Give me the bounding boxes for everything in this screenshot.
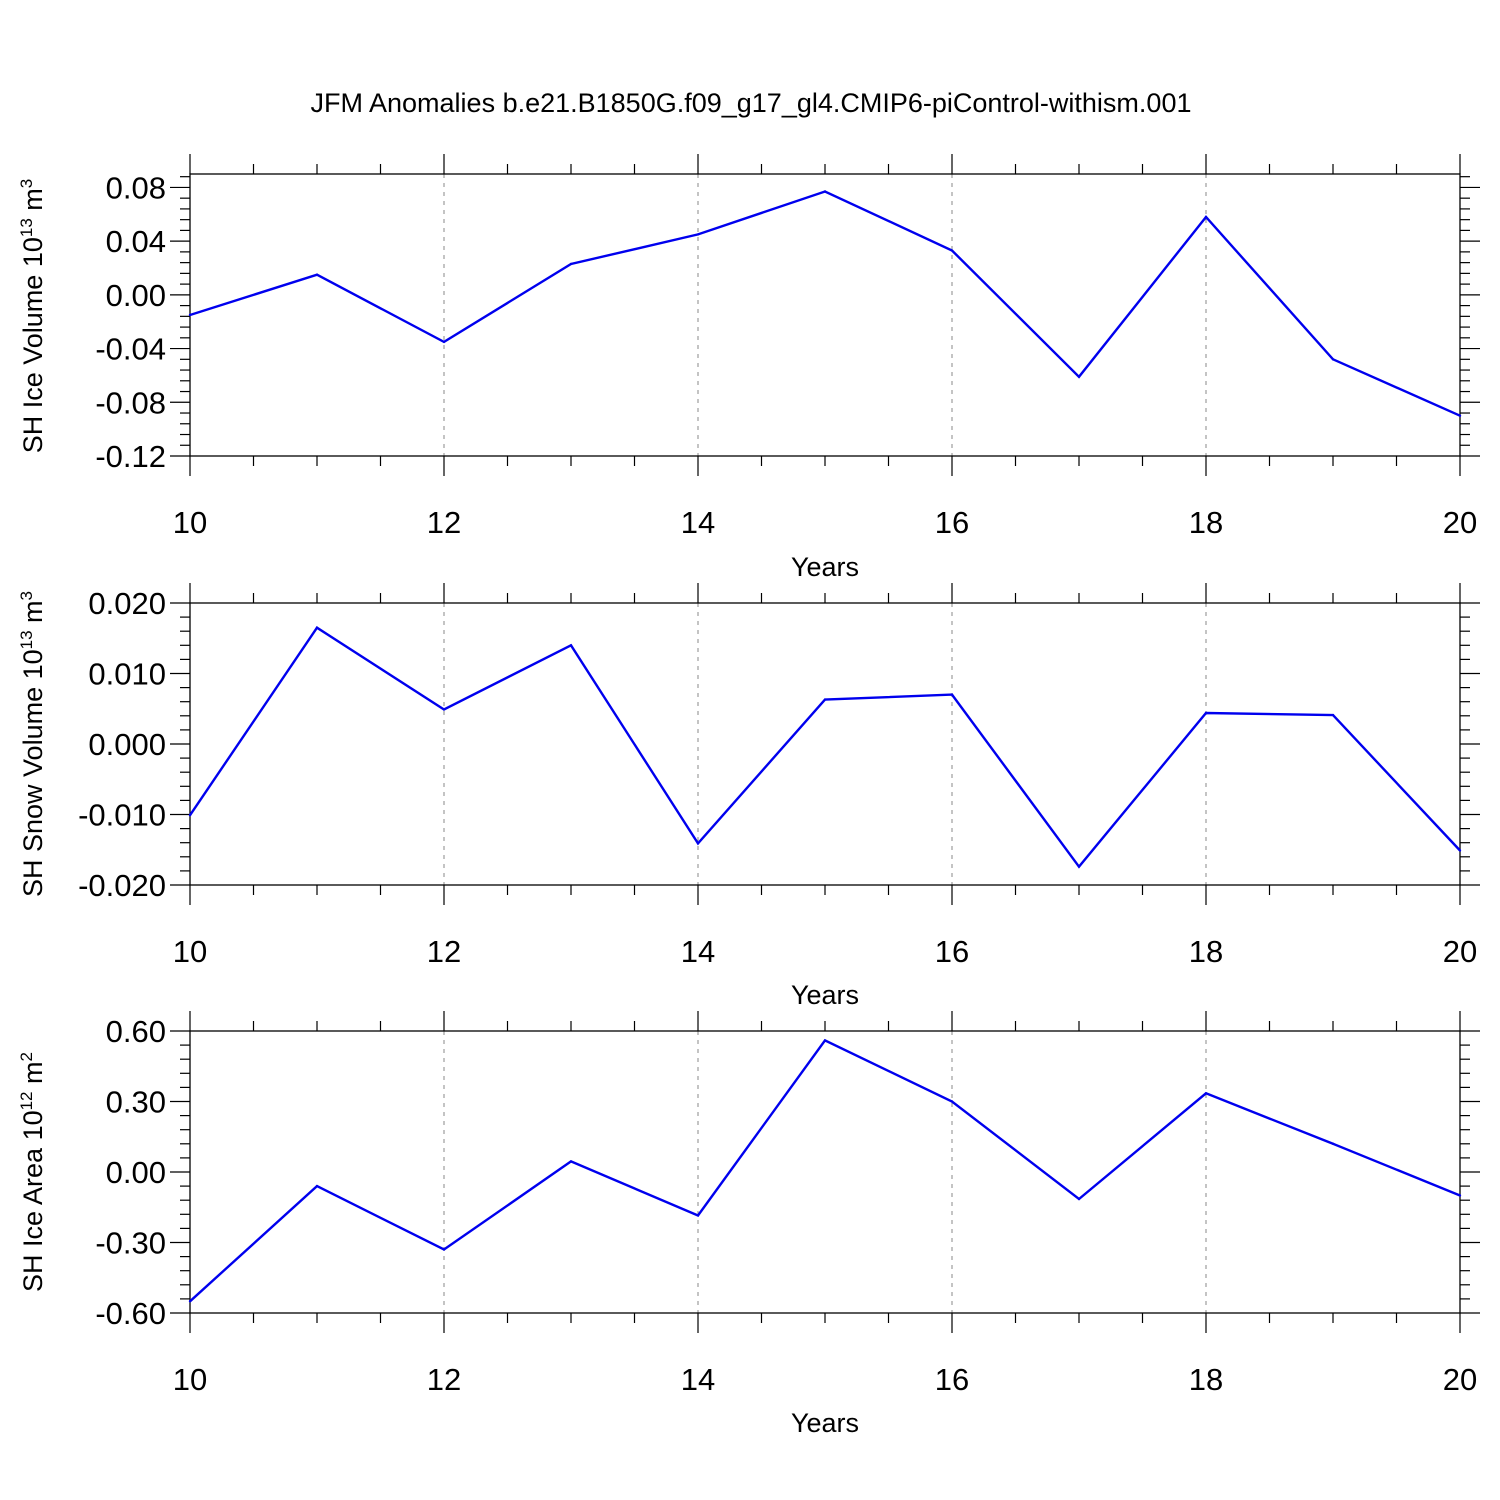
data-point [569,262,573,266]
x-tick-label: 18 [1189,934,1223,969]
x-tick-label: 20 [1443,505,1477,540]
x-tick-label: 16 [935,934,969,969]
data-point [823,1039,827,1042]
data-point [569,1160,573,1163]
y-axis-label: SH Ice Volume 1013 m3 [17,179,48,454]
data-point [1458,849,1462,852]
data-point [188,313,192,317]
data-point [315,273,319,276]
x-tick-label: 14 [681,1362,715,1397]
data-point [569,644,573,647]
data-point [1331,358,1335,361]
y-tick-label: -0.08 [95,385,166,420]
data-point [1204,215,1208,219]
y-tick-label: 0.30 [106,1085,166,1120]
y-tick-label: -0.04 [95,332,166,367]
x-tick-label: 12 [427,1362,461,1397]
y-axis-label: SH Snow Volume 1013 m3 [17,591,48,897]
series-line [189,1038,1461,1303]
data-point [823,698,827,701]
x-tick-label: 20 [1443,1362,1477,1397]
y-tick-label: 0.08 [106,170,166,205]
x-tick-label: 10 [173,505,207,540]
x-axis-label: Years [791,552,859,582]
x-tick-label: 16 [935,505,969,540]
data-point [1077,375,1081,378]
y-tick-label: -0.30 [95,1226,166,1261]
plot-frame [189,1030,1461,1314]
plot-frame [189,173,1461,457]
data-point [696,233,700,236]
data-point [950,1100,954,1103]
x-tick-label: 12 [427,505,461,540]
data-point [1077,865,1081,868]
y-tick-label: -0.020 [78,868,166,903]
y-tick-label: 0.00 [106,1155,166,1190]
figure-title: JFM Anomalies b.e21.B1850G.f09_g17_gl4.C… [311,88,1192,118]
data-point [1458,1194,1462,1197]
x-axis-label: Years [791,980,859,1010]
data-point [950,693,954,696]
y-tick-label: 0.020 [88,586,166,621]
data-point [188,1300,192,1303]
y-tick-label: 0.60 [106,1014,166,1049]
x-tick-label: 18 [1189,1362,1223,1397]
y-tick-label: 0.00 [106,278,166,313]
data-point [696,842,700,845]
x-tick-label: 14 [681,505,715,540]
y-tick-label: 0.010 [88,657,166,692]
series-line [189,190,1461,417]
data-point [442,1248,446,1251]
data-point [315,626,319,629]
y-axis-label: SH Ice Area 1012 m2 [17,1052,48,1292]
y-tick-label: 0.04 [106,224,166,259]
y-tick-label: -0.12 [95,439,166,474]
plot-frame [189,602,1461,886]
data-point [823,190,827,193]
x-tick-label: 10 [173,934,207,969]
data-point [315,1184,319,1188]
x-axis-label: Years [791,1408,859,1438]
data-point [950,249,954,252]
y-tick-label: -0.60 [95,1296,166,1331]
data-point [442,340,446,344]
x-tick-label: 20 [1443,934,1477,969]
data-point [1331,1142,1335,1146]
data-point [188,814,192,817]
series-line [189,626,1461,869]
x-tick-label: 12 [427,934,461,969]
data-point [696,1214,700,1217]
data-point [442,708,446,711]
y-tick-label: -0.010 [78,798,166,833]
x-tick-label: 10 [173,1362,207,1397]
x-tick-label: 18 [1189,505,1223,540]
data-point [1204,1092,1208,1095]
data-point [1331,713,1335,717]
x-tick-label: 14 [681,934,715,969]
data-point [1077,1197,1081,1201]
y-tick-label: 0.000 [88,727,166,762]
x-tick-label: 16 [935,1362,969,1397]
data-point [1204,711,1208,715]
data-point [1458,414,1462,417]
